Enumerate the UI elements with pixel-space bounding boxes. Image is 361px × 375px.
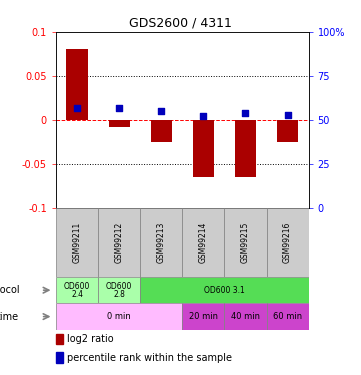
- Point: [74, 105, 80, 111]
- Bar: [98, 277, 140, 303]
- Bar: [109, 120, 130, 127]
- Bar: [266, 208, 309, 277]
- Point: [243, 110, 248, 116]
- Text: GSM99216: GSM99216: [283, 222, 292, 263]
- Bar: [193, 120, 214, 177]
- Bar: [56, 333, 63, 344]
- Point: [285, 112, 291, 118]
- Text: 0 min: 0 min: [107, 312, 131, 321]
- Bar: [56, 277, 98, 303]
- Text: GSM99215: GSM99215: [241, 222, 250, 263]
- Bar: [225, 303, 266, 330]
- Text: 40 min: 40 min: [231, 312, 260, 321]
- Bar: [140, 208, 182, 277]
- Point: [158, 108, 164, 114]
- Text: GSM99214: GSM99214: [199, 222, 208, 263]
- Text: GSM99211: GSM99211: [73, 222, 82, 263]
- Bar: [66, 50, 87, 120]
- Bar: [98, 208, 140, 277]
- Bar: [56, 208, 98, 277]
- Text: 60 min: 60 min: [273, 312, 302, 321]
- Point: [200, 113, 206, 119]
- Bar: [235, 120, 256, 177]
- Text: percentile rank within the sample: percentile rank within the sample: [67, 353, 232, 363]
- Point: [116, 105, 122, 111]
- Text: GDS2600 / 4311: GDS2600 / 4311: [129, 17, 232, 30]
- Bar: [56, 352, 63, 363]
- Text: time: time: [0, 312, 19, 322]
- Bar: [182, 208, 225, 277]
- Bar: [140, 277, 309, 303]
- Text: OD600
2.4: OD600 2.4: [64, 282, 90, 299]
- Text: 20 min: 20 min: [189, 312, 218, 321]
- Text: protocol: protocol: [0, 285, 19, 295]
- Bar: [225, 208, 266, 277]
- Bar: [182, 303, 225, 330]
- Bar: [56, 303, 182, 330]
- Text: GSM99213: GSM99213: [157, 222, 166, 263]
- Text: OD600
2.8: OD600 2.8: [106, 282, 132, 299]
- Text: GSM99212: GSM99212: [115, 222, 123, 263]
- Bar: [151, 120, 172, 142]
- Bar: [266, 303, 309, 330]
- Text: log2 ratio: log2 ratio: [67, 334, 114, 344]
- Bar: [277, 120, 298, 142]
- Text: OD600 3.1: OD600 3.1: [204, 286, 245, 295]
